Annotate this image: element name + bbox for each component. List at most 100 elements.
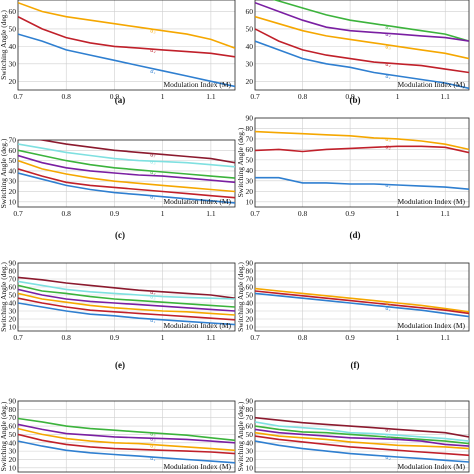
curve-label: α₂ <box>386 62 391 68</box>
series-line-4 <box>255 28 469 74</box>
y-tick-label: 70 <box>9 136 17 145</box>
axes-frame <box>17 0 236 91</box>
panel-label: (c) <box>115 230 125 240</box>
x-tick-label: 1.1 <box>441 92 451 101</box>
y-tick-label: 80 <box>246 405 254 414</box>
series-line-2 <box>255 145 469 154</box>
x-tick-label: 0.7 <box>13 209 23 218</box>
y-tick-label: 50 <box>246 430 254 439</box>
series-line-7 <box>18 302 235 326</box>
x-tick-label: 1.1 <box>206 333 216 342</box>
x-tick-label: 0.8 <box>62 209 72 218</box>
x-tick-label: 0.9 <box>345 92 355 101</box>
y-tick-label: 40 <box>246 299 254 308</box>
y-tick-label: 60 <box>246 145 254 154</box>
y-tick-label: 10 <box>246 463 254 472</box>
series-line-2 <box>18 15 235 58</box>
y-tick-label: 10 <box>246 197 254 206</box>
y-tick-label: 60 <box>246 7 254 16</box>
y-tick-label: 20 <box>9 187 17 196</box>
y-tick-label: 90 <box>9 397 17 406</box>
y-tick-label: 50 <box>9 291 17 300</box>
series-line-2 <box>18 280 235 300</box>
series-line-6 <box>18 168 235 199</box>
y-tick-label: 20 <box>246 315 254 324</box>
x-axis-title: Modulation Index (M) <box>164 462 232 471</box>
y-tick-label: 30 <box>246 176 254 185</box>
curve-label: α₃ <box>150 437 155 443</box>
series-line-4 <box>255 428 469 447</box>
axes-frame <box>17 400 236 473</box>
y-tick-label: 70 <box>246 275 254 284</box>
curve-label: α₇ <box>386 427 391 433</box>
series-line-1 <box>18 1 235 49</box>
y-tick-label: 40 <box>246 166 254 175</box>
y-tick-label: 50 <box>246 291 254 300</box>
x-tick-label: 1 <box>161 209 165 218</box>
series-line-3 <box>18 427 235 452</box>
series-line-5 <box>18 292 235 316</box>
y-tick-label: 80 <box>9 267 17 276</box>
y-tick-label: 60 <box>246 283 254 292</box>
x-tick-label: 1 <box>396 92 400 101</box>
x-axis-title: Modulation Index (M) <box>398 321 466 330</box>
y-tick-label: 40 <box>246 438 254 447</box>
y-tick-label: 10 <box>246 323 254 332</box>
series-line-3 <box>18 284 235 308</box>
series-line-3 <box>255 15 469 60</box>
y-tick-label: 60 <box>9 283 17 292</box>
y-tick-label: 40 <box>9 166 17 175</box>
y-tick-label: 20 <box>9 315 17 324</box>
series-line-3 <box>255 176 469 190</box>
y-tick-label: 30 <box>246 307 254 316</box>
series-line-7 <box>18 172 235 204</box>
y-tick-label: 30 <box>9 59 17 68</box>
panel-label: (d) <box>350 230 361 240</box>
curve-label: α₁ <box>386 306 391 312</box>
x-tick-label: 1 <box>161 92 165 101</box>
y-tick-label: 20 <box>246 77 254 86</box>
chart-panel-1: 20 30 40 50 60 0.7 0.8 0.9 1 1.1 α₃ α₂ α₁ Switching A… <box>0 0 236 105</box>
x-axis-title: Modulation Index (M) <box>164 80 232 89</box>
x-tick-label: 0.9 <box>110 333 120 342</box>
y-tick-label: 10 <box>9 323 17 332</box>
y-tick-label: 50 <box>246 24 254 33</box>
x-tick-label: 1.1 <box>441 333 451 342</box>
y-tick-label: 80 <box>9 405 17 414</box>
curve-label: α₃ <box>150 29 155 35</box>
series-line-3 <box>18 149 235 179</box>
curve-label: α₃ <box>386 301 391 307</box>
x-tick-label: 1.1 <box>441 209 451 218</box>
series-line-1 <box>272 0 469 42</box>
curve-label: α₃ <box>150 160 155 166</box>
curve-label: α₃ <box>386 44 391 50</box>
curve-label: α₁ <box>386 74 391 80</box>
curve-label: α₇ <box>150 290 155 296</box>
series-line-2 <box>18 143 235 168</box>
x-tick-label: 1.1 <box>206 92 216 101</box>
x-tick-label: 0.7 <box>13 333 23 342</box>
y-axis-title: Switching Angle (deg.) <box>236 127 245 197</box>
panel-label: (f) <box>351 360 360 370</box>
y-tick-label: 20 <box>9 77 17 86</box>
y-axis-title: Switching Angle (deg.) <box>0 138 8 208</box>
y-tick-label: 80 <box>246 267 254 276</box>
y-tick-label: 60 <box>246 422 254 431</box>
panel-label: (e) <box>115 360 125 370</box>
y-axis-title: Switching Angle (deg.) <box>236 262 245 332</box>
y-tick-label: 40 <box>9 42 17 51</box>
series-line-1 <box>255 416 469 438</box>
axes-frame <box>254 0 470 91</box>
x-tick-label: 1 <box>161 333 165 342</box>
series-line-6 <box>18 297 235 321</box>
x-tick-label: 0.7 <box>250 92 260 101</box>
y-tick-label: 90 <box>246 114 254 123</box>
curve-label: α₄ <box>386 32 391 38</box>
curve-label: α₂ <box>386 144 391 150</box>
